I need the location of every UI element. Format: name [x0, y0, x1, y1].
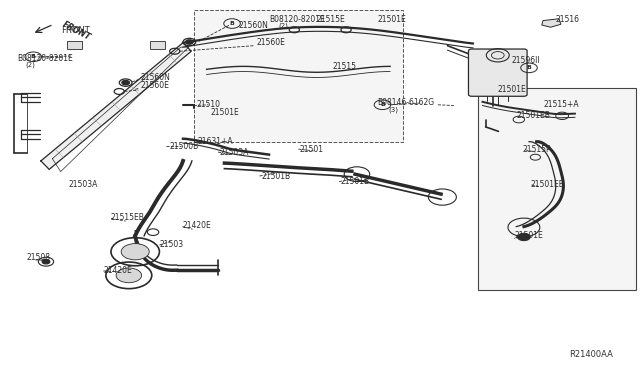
Text: 21420E: 21420E [103, 266, 132, 275]
Text: 21560N: 21560N [140, 73, 170, 82]
Text: FRONT: FRONT [61, 26, 90, 35]
Text: 21560E: 21560E [140, 81, 169, 90]
Bar [67, 41, 83, 49]
Text: (2): (2) [26, 62, 35, 68]
Circle shape [186, 40, 193, 44]
Text: 21501E: 21501E [211, 108, 239, 118]
Text: (2): (2) [278, 22, 289, 29]
Text: 21503: 21503 [159, 240, 184, 249]
Text: 21515E: 21515E [317, 15, 346, 24]
Text: B: B [31, 54, 36, 59]
Polygon shape [541, 19, 561, 27]
Text: 21500B: 21500B [170, 142, 199, 151]
Text: B08146-6162G: B08146-6162G [378, 99, 435, 108]
Text: B: B [527, 65, 531, 70]
Circle shape [121, 244, 149, 260]
Bar [478, 88, 636, 290]
Text: 21560N: 21560N [239, 21, 268, 30]
Text: 21510: 21510 [196, 100, 220, 109]
Text: 21596II: 21596II [511, 56, 540, 65]
Text: 21631+A: 21631+A [198, 137, 233, 146]
Text: (3): (3) [389, 107, 399, 113]
Text: 21420E: 21420E [182, 221, 211, 230]
Text: 21501E: 21501E [378, 15, 406, 24]
Circle shape [42, 260, 50, 264]
Text: 21501E: 21501E [515, 231, 543, 240]
Text: B08120-8201E: B08120-8201E [17, 54, 73, 63]
Text: 21503A: 21503A [220, 148, 249, 157]
Text: 21516: 21516 [556, 15, 580, 24]
Polygon shape [41, 43, 191, 169]
Text: 21515P: 21515P [523, 145, 551, 154]
Text: 21560E: 21560E [256, 38, 285, 47]
FancyBboxPatch shape [468, 49, 527, 96]
Text: 21501: 21501 [300, 145, 324, 154]
Text: B: B [380, 102, 385, 107]
Text: 21501E: 21501E [497, 85, 526, 94]
Text: 21515EB: 21515EB [111, 213, 145, 222]
Text: 21501EB: 21501EB [516, 111, 550, 121]
Text: 21515: 21515 [333, 61, 356, 71]
Text: FRONT: FRONT [61, 20, 92, 42]
Text: 21501B: 21501B [261, 171, 291, 180]
Circle shape [518, 233, 531, 241]
Circle shape [116, 268, 141, 283]
Text: B08120-8201E: B08120-8201E [269, 15, 324, 24]
Text: 21508: 21508 [27, 253, 51, 263]
Text: 21503A: 21503A [69, 180, 99, 189]
Text: B: B [230, 21, 234, 26]
Bar [150, 41, 165, 49]
Circle shape [122, 80, 129, 85]
Text: 21501EB: 21501EB [531, 180, 564, 189]
Bar [194, 10, 403, 142]
Text: 21501B: 21501B [340, 177, 369, 186]
Text: 21515+A: 21515+A [543, 100, 579, 109]
Text: R21400AA: R21400AA [569, 350, 613, 359]
